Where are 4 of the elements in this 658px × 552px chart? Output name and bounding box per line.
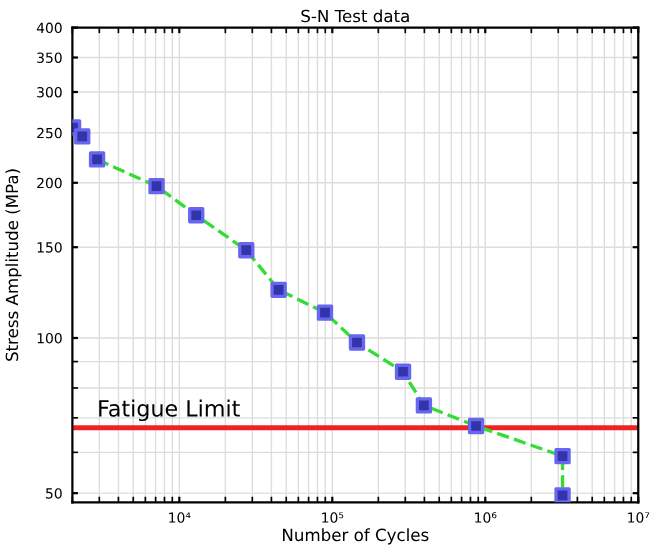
- ref-line-label: Fatigue Limit: [99, 399, 240, 422]
- y-axis-title: Stress Amplitude (MPa): [5, 169, 22, 361]
- x-axis-title: Number of Cycles: [283, 528, 429, 545]
- chart-title: S-N Test data: [301, 9, 409, 23]
